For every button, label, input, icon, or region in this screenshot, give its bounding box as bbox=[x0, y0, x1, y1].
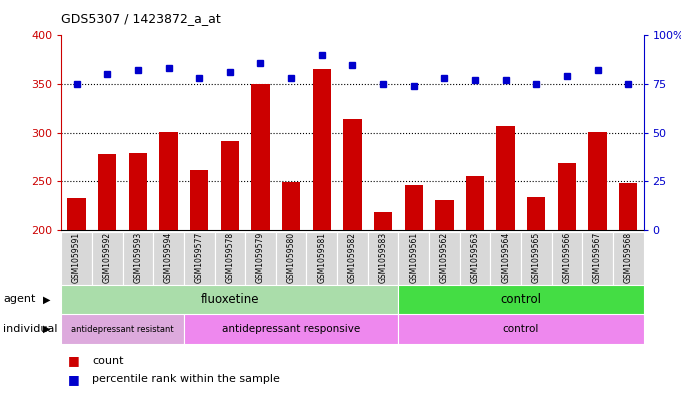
Bar bbox=[123, 232, 153, 285]
Bar bbox=[129, 153, 147, 230]
Text: agent: agent bbox=[3, 294, 36, 305]
Bar bbox=[61, 285, 398, 314]
Bar bbox=[368, 232, 398, 285]
Text: GSM1059563: GSM1059563 bbox=[471, 232, 479, 283]
Bar bbox=[251, 84, 270, 230]
Bar bbox=[159, 132, 178, 230]
Bar bbox=[92, 232, 123, 285]
Text: GSM1059583: GSM1059583 bbox=[379, 232, 387, 283]
Text: GSM1059580: GSM1059580 bbox=[287, 232, 296, 283]
Text: GSM1059561: GSM1059561 bbox=[409, 232, 418, 283]
Text: antidepressant responsive: antidepressant responsive bbox=[222, 324, 360, 334]
Bar bbox=[245, 232, 276, 285]
Bar bbox=[276, 232, 306, 285]
Bar bbox=[582, 232, 613, 285]
Text: GSM1059594: GSM1059594 bbox=[164, 232, 173, 283]
Text: control: control bbox=[503, 324, 539, 334]
Bar bbox=[61, 232, 92, 285]
Text: GSM1059582: GSM1059582 bbox=[348, 232, 357, 283]
Bar bbox=[435, 200, 454, 230]
Text: GSM1059592: GSM1059592 bbox=[103, 232, 112, 283]
Bar bbox=[337, 232, 368, 285]
Text: GDS5307 / 1423872_a_at: GDS5307 / 1423872_a_at bbox=[61, 12, 221, 25]
Bar bbox=[190, 170, 208, 230]
Bar bbox=[405, 185, 423, 230]
Bar bbox=[496, 126, 515, 230]
Bar bbox=[527, 197, 545, 230]
Text: fluoxetine: fluoxetine bbox=[201, 293, 259, 306]
Bar bbox=[282, 182, 300, 230]
Text: GSM1059578: GSM1059578 bbox=[225, 232, 234, 283]
Bar bbox=[429, 232, 460, 285]
Bar bbox=[306, 232, 337, 285]
Bar bbox=[374, 212, 392, 230]
Bar bbox=[313, 70, 331, 230]
Text: ■: ■ bbox=[68, 373, 80, 386]
Bar bbox=[184, 314, 398, 344]
Text: GSM1059567: GSM1059567 bbox=[593, 232, 602, 283]
Text: GSM1059581: GSM1059581 bbox=[317, 232, 326, 283]
Bar bbox=[221, 141, 239, 230]
Text: GSM1059565: GSM1059565 bbox=[532, 232, 541, 283]
Text: ▶: ▶ bbox=[42, 294, 50, 305]
Text: GSM1059568: GSM1059568 bbox=[624, 232, 633, 283]
Bar bbox=[98, 154, 116, 230]
Bar bbox=[398, 314, 644, 344]
Bar bbox=[184, 232, 215, 285]
Bar bbox=[613, 232, 644, 285]
Bar bbox=[67, 198, 86, 230]
Bar bbox=[466, 176, 484, 230]
Text: percentile rank within the sample: percentile rank within the sample bbox=[92, 374, 280, 384]
Text: GSM1059593: GSM1059593 bbox=[133, 232, 142, 283]
Bar bbox=[619, 183, 637, 230]
Bar bbox=[490, 232, 521, 285]
Text: count: count bbox=[92, 356, 123, 366]
Text: GSM1059564: GSM1059564 bbox=[501, 232, 510, 283]
Text: antidepressant resistant: antidepressant resistant bbox=[72, 325, 174, 334]
Text: ▶: ▶ bbox=[42, 324, 50, 334]
Bar bbox=[61, 314, 184, 344]
Bar bbox=[588, 132, 607, 230]
Text: GSM1059577: GSM1059577 bbox=[195, 232, 204, 283]
Bar bbox=[552, 232, 582, 285]
Bar bbox=[398, 232, 429, 285]
Text: GSM1059566: GSM1059566 bbox=[563, 232, 571, 283]
Text: GSM1059562: GSM1059562 bbox=[440, 232, 449, 283]
Bar bbox=[460, 232, 490, 285]
Text: GSM1059579: GSM1059579 bbox=[256, 232, 265, 283]
Text: control: control bbox=[501, 293, 541, 306]
Bar bbox=[215, 232, 245, 285]
Text: ■: ■ bbox=[68, 354, 80, 367]
Bar bbox=[398, 285, 644, 314]
Text: GSM1059591: GSM1059591 bbox=[72, 232, 81, 283]
Bar bbox=[521, 232, 552, 285]
Text: individual: individual bbox=[3, 324, 58, 334]
Bar bbox=[558, 163, 576, 230]
Bar bbox=[343, 119, 362, 230]
Bar bbox=[153, 232, 184, 285]
